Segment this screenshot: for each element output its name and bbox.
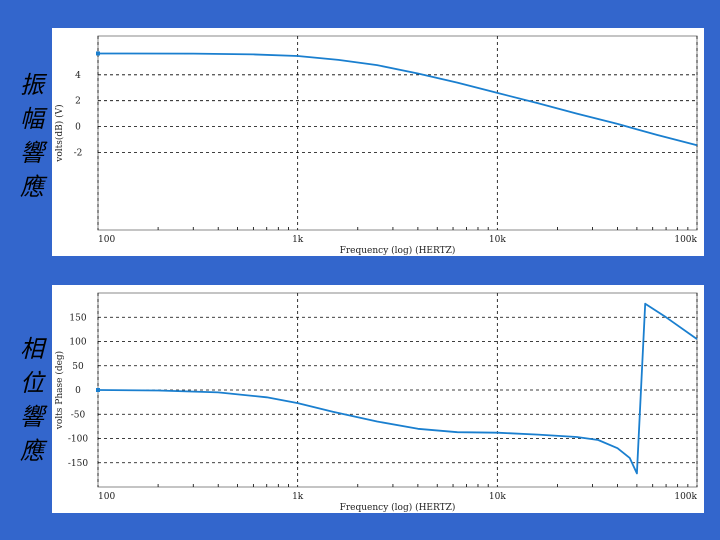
- phase-chart: 150 100 50 0 -50 -100 -150 100 1k 10k 100k Frequenc…: [52, 285, 704, 513]
- y-tick-label: -50: [71, 410, 86, 420]
- label-char: 響: [20, 403, 44, 431]
- amplitude-chart: 4 2 0 -2 100 1k 10k 100k Frequency (log) (HERTZ)…: [52, 28, 704, 256]
- x-tick-label: 100: [98, 235, 115, 245]
- label-char: 應: [20, 437, 44, 465]
- series-line: [97, 52, 698, 147]
- x-tick-label: 1k: [292, 235, 304, 245]
- label-char: 位: [20, 369, 44, 397]
- y-axis-label: volts Phase (deg): [54, 351, 65, 430]
- y-tick-label: 4: [75, 71, 81, 81]
- series-line: [97, 302, 698, 475]
- phase-response-label: 相 位 響 應: [12, 332, 52, 468]
- y-tick-label: 50: [72, 362, 84, 372]
- label-char: 振: [20, 71, 44, 99]
- y-tick-label: 100: [69, 338, 86, 348]
- x-tick-label: 1k: [292, 492, 304, 502]
- x-tick-label: 100: [98, 492, 115, 502]
- label-char: 幅: [20, 105, 44, 133]
- plot-frame: [97, 292, 698, 488]
- y-tick-label: 150: [69, 313, 86, 323]
- y-tick-label: -2: [74, 148, 83, 158]
- x-tick-label: 100k: [674, 235, 697, 245]
- label-char: 響: [20, 139, 44, 167]
- y-tick-label: 2: [75, 97, 81, 107]
- x-tick-label: 10k: [489, 492, 506, 502]
- x-axis-label: Frequency (log) (HERTZ): [340, 502, 456, 513]
- y-axis-label: volts(dB) (V): [54, 104, 65, 162]
- y-tick-label: -100: [68, 435, 88, 445]
- plot-frame: [97, 35, 698, 231]
- y-tick-label: 0: [75, 386, 81, 396]
- amplitude-response-label: 振 幅 響 應: [12, 68, 52, 204]
- x-axis-label: Frequency (log) (HERTZ): [340, 245, 456, 256]
- x-tick-label: 100k: [674, 492, 697, 502]
- label-char: 應: [20, 173, 44, 201]
- series-start-marker: [96, 51, 100, 56]
- x-tick-label: 10k: [489, 235, 506, 245]
- y-tick-label: -150: [68, 459, 88, 469]
- label-char: 相: [20, 335, 44, 363]
- series-start-marker: [96, 388, 100, 392]
- y-tick-label: 0: [75, 123, 81, 133]
